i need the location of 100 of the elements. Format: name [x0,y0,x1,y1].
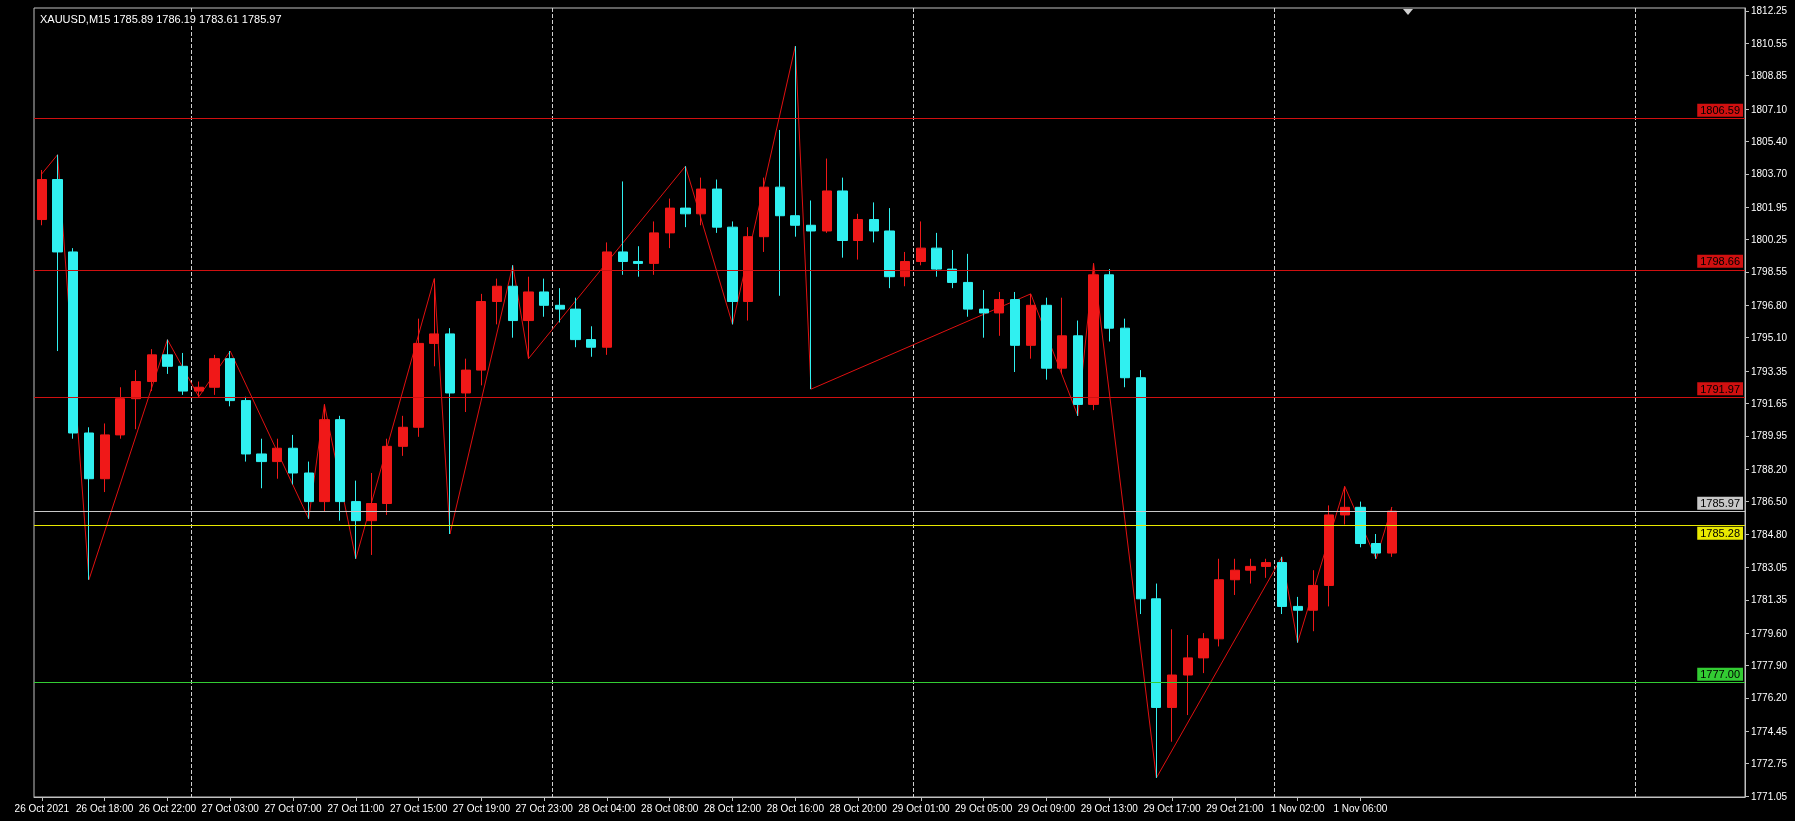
candlestick [335,415,345,522]
candlestick [712,179,722,234]
candlestick [775,129,785,297]
candlestick [853,213,863,261]
y-tick-label: 1803.70 [1751,168,1788,180]
ref-line-label: 1785.97 [1700,497,1740,510]
y-tick-label: 1800.25 [1751,234,1788,246]
candlestick [1277,556,1287,615]
candlestick [586,325,596,358]
x-tick-label: 1 Nov 02:00 [1270,802,1326,814]
candlestick [1136,369,1146,615]
candlestick [727,220,738,325]
candlestick [869,201,879,243]
candlestick [461,358,471,413]
x-tick-label: 27 Oct 15:00 [389,802,448,814]
candlestick [84,426,94,581]
y-tick-label: 1810.55 [1751,37,1788,49]
candlestick [618,180,628,276]
candlestick [256,438,267,489]
candlestick [1355,501,1366,548]
y-tick-label: 1795.10 [1751,332,1788,344]
x-tick-label: 27 Oct 11:00 [327,802,385,814]
candlestick [131,369,141,430]
ref-line-label: 1798.66 [1700,255,1740,268]
candlestick [822,158,832,234]
candlestick [806,199,816,390]
y-tick-label: 1776.20 [1751,692,1788,704]
y-tick-label: 1771.05 [1751,790,1788,802]
candlestick [1183,634,1193,716]
x-tick-label: 29 Oct 05:00 [955,802,1013,814]
y-tick-label: 1793.35 [1751,365,1788,377]
candlestick [178,352,188,396]
candlestick [445,327,455,535]
x-tick-label: 27 Oct 23:00 [515,802,574,814]
y-tick-label: 1807.10 [1751,103,1788,115]
x-tick-label: 27 Oct 03:00 [201,802,260,814]
candlestick [1010,291,1020,373]
candlestick [52,154,63,352]
y-tick-label: 1784.80 [1751,528,1788,540]
candlestick [413,318,424,438]
candlestick [398,415,408,457]
candlestick [539,278,549,318]
candlestick [37,169,47,226]
candlestick [147,348,157,392]
candlestick [351,480,361,560]
x-tick-label: 28 Oct 16:00 [766,802,825,814]
candlestick [1324,504,1334,607]
ref-line-label: 1777.00 [1700,668,1740,681]
candlestick [570,297,581,348]
candlestick [947,249,957,289]
candlestick [68,247,78,440]
y-tick-label: 1777.90 [1751,660,1788,671]
candlestick [272,438,282,480]
x-tick-label: 27 Oct 19:00 [452,802,511,814]
y-tick-label: 1812.25 [1751,5,1788,17]
x-tick-label: 28 Oct 04:00 [578,802,637,814]
candlestick [790,45,800,238]
candlestick [1088,262,1099,411]
ref-line-label: 1791.97 [1700,382,1740,395]
y-tick-label: 1798.55 [1751,266,1788,278]
y-tick-label: 1791.65 [1751,397,1788,409]
candlestick [382,438,392,516]
candlestick [1245,558,1256,585]
candlestick [100,422,110,493]
candlestick [916,220,926,266]
candlestick [1230,558,1240,596]
candlestick [115,386,125,440]
candlestick [696,177,706,226]
candlestick [476,293,486,386]
candlestick [1293,596,1303,644]
candlestick [1057,297,1067,375]
x-tick-label: 26 Oct 18:00 [76,802,134,814]
candlestick [1073,320,1083,417]
x-tick-label: 26 Oct 22:00 [138,802,197,814]
candlestick [963,253,973,318]
candlestick [304,461,314,520]
candlestick [194,381,204,398]
y-tick-label: 1788.20 [1751,463,1788,475]
candlestick [994,291,1004,337]
y-tick-label: 1779.60 [1751,627,1788,639]
candlestick [665,198,675,249]
candlestick [1041,297,1052,381]
candlestick [429,278,439,367]
chart-title: XAUUSD,M15 1785.89 1786.19 1783.61 1785.97 [40,12,282,25]
y-tick-label: 1786.50 [1751,496,1788,508]
candlestick [1261,558,1271,579]
candlestick [209,354,220,396]
x-tick-label: 28 Oct 20:00 [829,802,888,814]
y-tick-label: 1783.05 [1751,561,1788,573]
candlestick [759,177,769,253]
candlestick [1198,632,1209,674]
candlestick [162,339,173,375]
candlestick [492,278,502,325]
candlestick [1104,268,1114,343]
x-tick-label: 29 Oct 17:00 [1143,802,1202,814]
candlestick [884,207,895,289]
ref-line-label: 1806.59 [1700,104,1740,117]
candlestick [602,241,612,356]
candlestick [633,245,643,278]
x-tick-label: 26 Oct 2021 [14,802,70,814]
